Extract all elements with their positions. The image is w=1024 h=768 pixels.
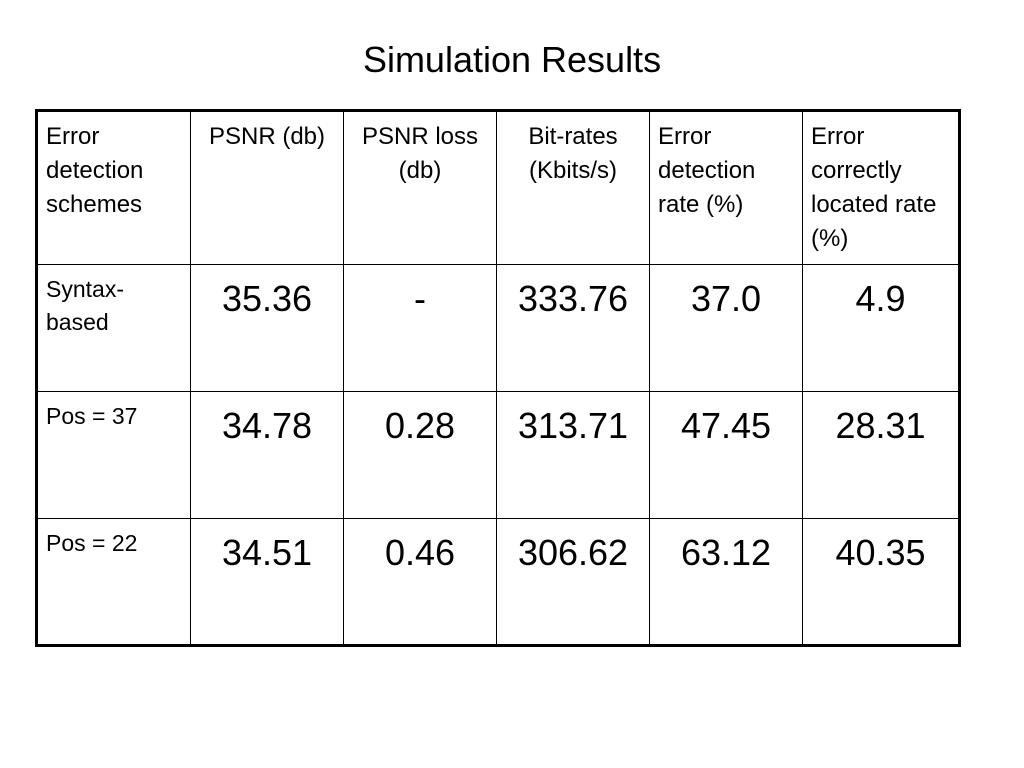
header-cell-psnr-loss: PSNR loss (db) xyxy=(343,110,497,265)
header-cell-psnr: PSNR (db) xyxy=(190,110,344,265)
table-cell: 40.35 xyxy=(802,518,960,646)
table-cell: 313.71 xyxy=(496,391,650,519)
table-cell: 37.0 xyxy=(649,264,803,392)
table-row: Pos = 37 34.78 0.28 313.71 47.45 28.31 xyxy=(36,391,960,519)
table-cell: 0.28 xyxy=(343,391,497,519)
row-label: Pos = 37 xyxy=(36,391,191,519)
table-cell: 333.76 xyxy=(496,264,650,392)
slide-title: Simulation Results xyxy=(362,39,662,80)
results-table: Error detection schemes PSNR (db) PSNR l… xyxy=(35,109,961,647)
table-cell: 35.36 xyxy=(190,264,344,392)
row-label: Pos = 22 xyxy=(36,518,191,646)
table-header-row: Error detection schemes PSNR (db) PSNR l… xyxy=(36,110,960,265)
table-cell: 47.45 xyxy=(649,391,803,519)
table-row: Pos = 22 34.51 0.46 306.62 63.12 40.35 xyxy=(36,518,960,646)
header-cell-located-rate: Error correctly located rate (%) xyxy=(802,110,960,265)
table-cell: - xyxy=(343,264,497,392)
table-cell: 306.62 xyxy=(496,518,650,646)
header-cell-detection-rate: Error detection rate (%) xyxy=(649,110,803,265)
header-cell-bit-rates: Bit-rates (Kbits/s) xyxy=(496,110,650,265)
table-cell: 63.12 xyxy=(649,518,803,646)
row-label: Syntax-based xyxy=(36,264,191,392)
table-cell: 34.51 xyxy=(190,518,344,646)
table-cell: 4.9 xyxy=(802,264,960,392)
table-row: Syntax-based 35.36 - 333.76 37.0 4.9 xyxy=(36,264,960,392)
table-cell: 0.46 xyxy=(343,518,497,646)
header-cell-scheme: Error detection schemes xyxy=(36,110,191,265)
table-cell: 28.31 xyxy=(802,391,960,519)
table-cell: 34.78 xyxy=(190,391,344,519)
